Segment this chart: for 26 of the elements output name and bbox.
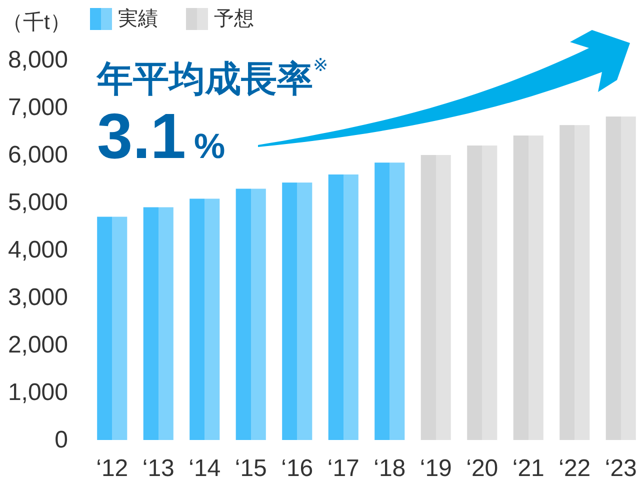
x-tick-label: ‘19 — [420, 455, 452, 482]
y-tick-label: 4,000 — [8, 236, 68, 264]
y-tick-label: 5,000 — [8, 189, 68, 216]
annotation: 年平均成長率$^{※}$ — [96, 55, 328, 99]
annotation: 3.1% — [97, 100, 226, 172]
legend-label: 予想 — [214, 8, 254, 30]
x-tick-label: ‘17 — [327, 455, 360, 482]
x-tick-label: ‘12 — [96, 455, 128, 482]
x-tick-label: ‘16 — [281, 455, 314, 482]
y-tick-label: 0 — [54, 426, 68, 454]
x-tick-label: ‘23 — [604, 455, 637, 482]
y-tick-label: 8,000 — [8, 46, 68, 74]
x-tick-label: ‘14 — [188, 455, 221, 482]
x-tick-label: ‘20 — [466, 455, 498, 482]
legend-label: 実績 — [118, 7, 158, 30]
x-tick-label: ‘13 — [142, 455, 174, 482]
x-tick-label: ‘21 — [512, 455, 544, 482]
x-tick-label: ‘18 — [374, 455, 406, 482]
x-tick-label: ‘22 — [558, 455, 591, 482]
x-tick-label: ‘15 — [234, 455, 267, 482]
y-tick-label: 6,000 — [8, 142, 68, 168]
y-axis-title: （千t） — [2, 11, 71, 34]
y-tick-label: 1,000 — [8, 379, 68, 406]
y-tick-label: 2,000 — [8, 332, 68, 358]
y-tick-label: 3,000 — [8, 284, 68, 311]
y-tick-label: 7,000 — [8, 94, 68, 121]
